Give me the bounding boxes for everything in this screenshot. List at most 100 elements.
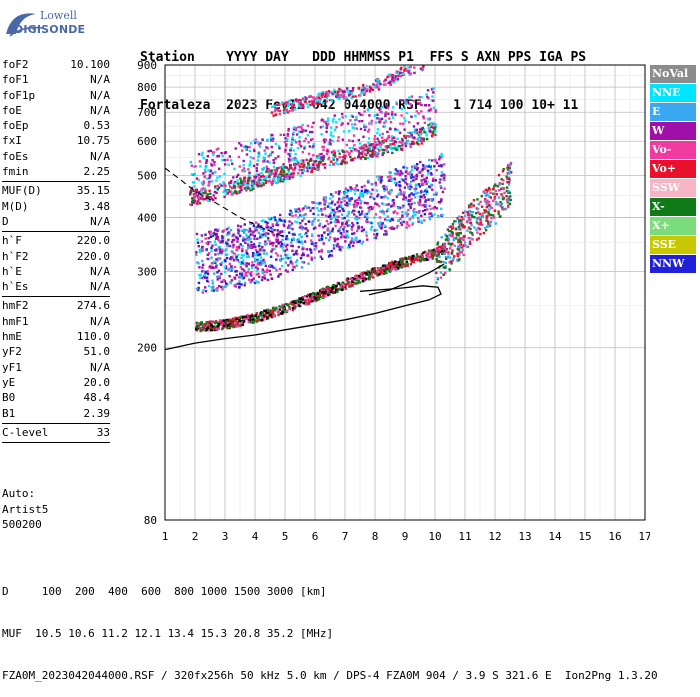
echo-point [346,89,349,92]
echo-point [342,230,346,234]
echo-point [406,264,409,267]
echo-point [189,190,192,193]
echo-point [452,238,455,242]
echo-point [266,238,270,242]
echo-point [310,256,313,259]
echo-point [415,177,418,181]
echo-point [302,252,305,255]
echo-point [437,215,440,218]
echo-point [327,117,330,120]
echo-point [319,160,323,164]
echo-point [507,180,511,184]
echo-point [209,265,212,268]
echo-point [323,166,327,169]
echo-point [278,258,282,261]
echo-point [326,150,329,153]
echo-point [466,245,469,248]
echo-point [302,129,305,132]
echo-point [367,108,370,111]
echo-point [423,167,427,170]
echo-point [435,207,438,210]
echo-point [501,182,504,186]
echo-point [286,254,289,257]
echo-point [207,169,210,172]
echo-point [261,311,264,314]
echo-point [337,288,340,291]
echo-point [415,128,418,131]
echo-point [210,266,214,269]
echo-point [369,121,372,125]
echo-point [394,113,397,116]
echo-point [204,170,207,173]
echo-point [423,258,426,261]
echo-point [361,145,364,148]
echo-point [337,149,340,152]
echo-point [308,145,312,148]
echo-point [331,200,334,203]
echo-point [323,207,326,211]
echo-point [213,163,216,166]
logo-swirl-icon [6,13,43,37]
echo-point [211,198,215,202]
echo-point [201,270,204,273]
echo-point [323,231,326,234]
echo-point [205,248,208,251]
echo-point [319,97,322,101]
echo-point [222,285,225,289]
echo-point [457,245,460,248]
echo-point [445,247,449,251]
echo-point [444,250,448,254]
echo-point [302,302,305,305]
echo-point [295,259,299,262]
echo-point [325,122,328,126]
echo-point [234,283,237,286]
echo-point [385,188,388,191]
echo-point [310,159,313,162]
echo-point [393,261,396,265]
echo-point [391,135,394,138]
echo-point [303,147,306,150]
echo-point [252,243,256,246]
echo-point [244,317,247,320]
echo-point [434,110,437,113]
echo-point [358,216,361,220]
echo-point [288,305,291,308]
echo-point [327,142,330,146]
echo-point [371,196,374,199]
echo-point [302,207,305,210]
echo-point [271,151,274,154]
echo-point [451,249,454,252]
echo-point [321,159,325,162]
echo-point [197,281,201,285]
echo-point [251,233,254,237]
echo-point [274,238,278,241]
echo-point [246,247,250,250]
echo-point [281,230,285,233]
echo-point [399,258,403,261]
echo-point [415,175,419,178]
echo-point [224,260,227,263]
echo-point [351,95,355,98]
echo-point [412,179,415,182]
echo-point [240,253,244,257]
echo-point [405,98,408,102]
echo-point [378,224,381,227]
echo-point [433,250,437,253]
echo-point [376,113,379,116]
param-value: 0.53 [83,119,111,133]
echo-point [386,75,389,79]
echo-point [385,267,388,270]
echo-point [429,165,432,168]
echo-point [478,216,481,219]
echo-point [319,289,322,292]
echo-point [200,182,204,185]
echo-point [270,170,273,174]
echo-point [259,248,262,251]
echo-point [242,145,246,149]
echo-point [301,151,304,154]
echo-point [467,213,470,217]
echo-point [190,173,194,176]
echo-point [253,139,256,142]
echo-point [386,196,389,200]
echo-point [297,164,301,167]
